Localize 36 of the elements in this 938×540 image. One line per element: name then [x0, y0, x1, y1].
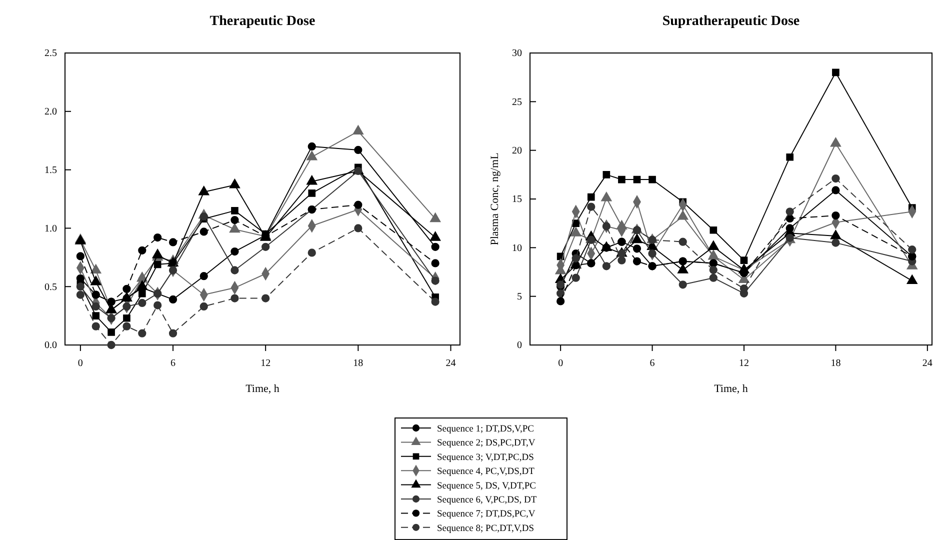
x-tick-label: 18: [830, 358, 841, 369]
y-tick-label: 30: [512, 48, 522, 60]
x-tick-label: 18: [353, 358, 364, 369]
y-tick-label: 0: [517, 340, 522, 352]
x-tick-label: 12: [738, 358, 749, 369]
y-tick-label: 0.5: [44, 282, 57, 293]
x-axis-title: Time, h: [714, 383, 748, 395]
x-tick-label: 24: [922, 358, 932, 369]
legend-label: Sequence 2; DS,PC,DT,V: [437, 438, 536, 449]
legend-label: Sequence 8; PC,DT,V,DS: [437, 524, 534, 534]
x-tick-label: 6: [170, 358, 176, 369]
legend-label: Sequence 5, DS, V,DT,PC: [437, 481, 536, 492]
y-tick-label: 0.0: [44, 340, 57, 352]
legend-label: Sequence 4, PC,V,DS,DT: [437, 467, 535, 478]
x-tick-label: 12: [260, 358, 271, 369]
chart-title: Therapeutic Dose: [210, 14, 316, 29]
y-tick-label: 10: [512, 242, 522, 254]
legend-label: Sequence 7; DT,DS,PC,V: [437, 510, 536, 520]
y-tick-label: 25: [512, 96, 522, 108]
y-tick-label: 5: [517, 292, 522, 303]
y-tick-label: 1.5: [44, 165, 57, 176]
legend-label: Sequence 1; DT,DS,V,PC: [437, 424, 534, 434]
x-axis-title: Time, h: [246, 383, 280, 395]
y-tick-label: 20: [512, 146, 522, 157]
x-tick-label: 24: [446, 358, 456, 369]
x-tick-label: 0: [78, 358, 83, 369]
y-tick-label: 15: [512, 194, 522, 206]
y-tick-label: 2.0: [44, 106, 57, 118]
chart-title: Supratherapeutic Dose: [662, 14, 800, 29]
x-tick-label: 6: [650, 358, 655, 369]
x-tick-label: 0: [558, 358, 564, 369]
y-tick-label: 1.0: [44, 223, 57, 234]
legend-label: Sequence 6, V,PC,DS, DT: [437, 496, 537, 506]
y-tick-label: 2.5: [44, 48, 57, 60]
legend-label: Sequence 3; V,DT,PC,DS: [437, 452, 534, 463]
y-axis-title: Plasma Conc, ng/mL: [489, 152, 501, 246]
